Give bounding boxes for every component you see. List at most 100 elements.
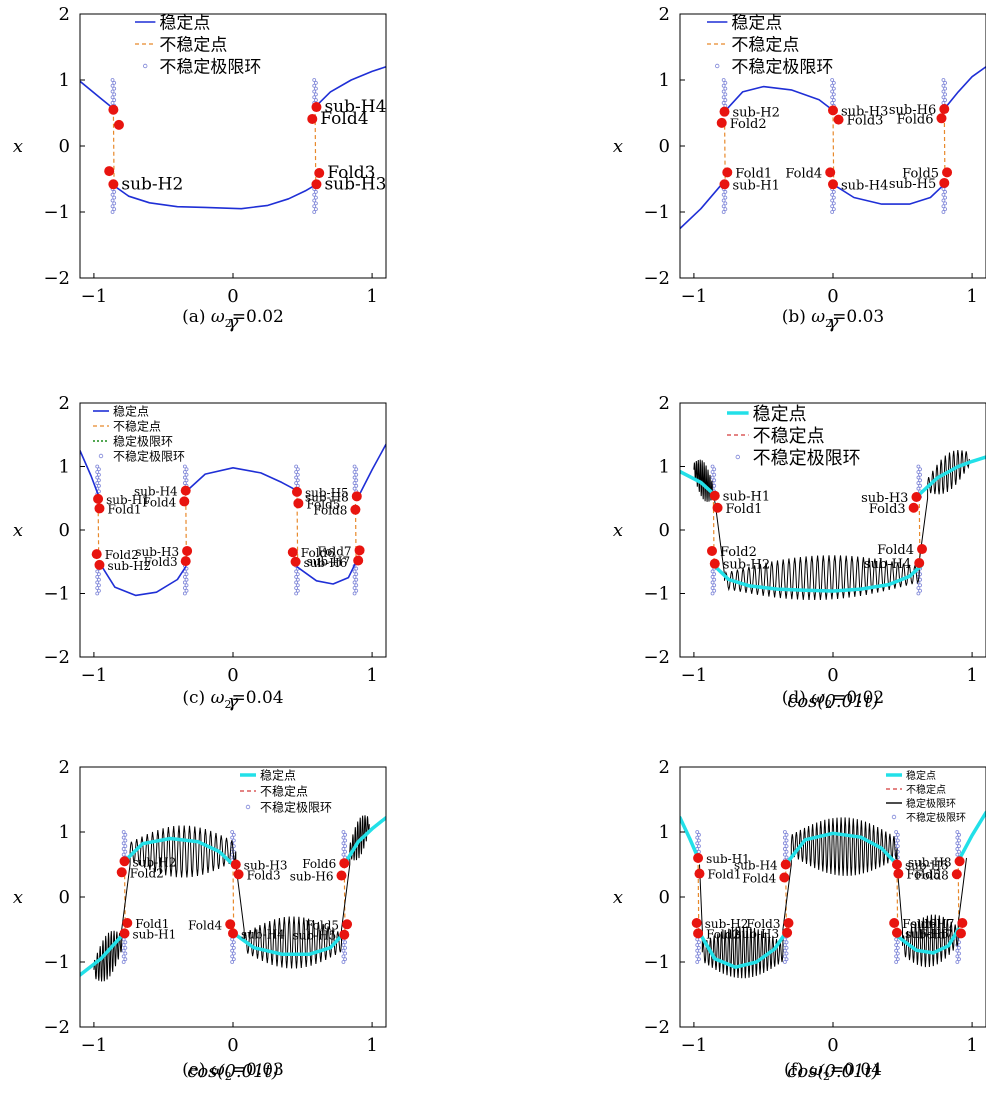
y-tick-label: 1 — [659, 822, 670, 843]
bifurcation-label: sub-H5 — [889, 177, 936, 192]
limit-cycle-dot — [712, 583, 717, 588]
bifurcation-label: sub-H5 — [293, 929, 337, 943]
bifurcation-point — [336, 870, 347, 881]
bifurcation-point — [116, 867, 127, 878]
limit-cycle-dot — [723, 207, 728, 212]
limit-cycle-dot — [918, 572, 922, 577]
legend-label: 稳定极限环 — [906, 797, 956, 810]
bifurcation-point — [914, 558, 925, 569]
limit-cycle-dot — [943, 86, 948, 91]
limit-cycle-dot — [343, 838, 348, 843]
limit-cycle-dot — [294, 569, 299, 574]
limit-cycle-dot — [831, 80, 836, 85]
limit-cycle-dot — [97, 472, 101, 477]
limit-cycle-dot — [723, 98, 728, 102]
x-tick-label: 0 — [827, 665, 838, 686]
limit-cycle-dot — [957, 832, 961, 837]
limit-cycle-dot — [121, 852, 126, 857]
bifurcation-point — [719, 179, 730, 190]
limit-cycle-dot — [830, 89, 835, 94]
stable-branch-line — [231, 931, 347, 956]
limit-cycle-dot — [830, 192, 835, 197]
bifurcation-point — [314, 168, 325, 179]
legend-label: 不稳定极限环 — [113, 449, 185, 464]
limit-cycle-dot — [95, 591, 100, 596]
limit-cycle-dot — [352, 580, 357, 585]
limit-cycle-dot — [312, 210, 317, 214]
y-tick-label: −2 — [43, 268, 70, 289]
limit-cycle-dot — [182, 470, 187, 474]
limit-cycle-dot — [784, 832, 789, 837]
bifurcation-label: Fold3 — [869, 502, 906, 517]
bifurcation-point — [779, 872, 790, 883]
bifurcation-label: sub-H6 — [304, 556, 348, 570]
bifurcation-point — [712, 502, 723, 513]
x-axis-label: γ — [228, 691, 239, 712]
limit-cycle-dot — [294, 591, 299, 596]
stable-branch-line — [697, 931, 788, 969]
limit-cycle-dot — [918, 483, 922, 488]
bifurcation-point — [891, 927, 902, 938]
bifurcation-label: sub-H2 — [705, 917, 749, 931]
limit-cycle-dot — [97, 483, 101, 488]
bifurcation-point — [119, 928, 130, 939]
limit-cycle-dot — [784, 844, 789, 849]
limit-cycle-dot — [830, 78, 835, 82]
bifurcation-label: sub-H4 — [241, 927, 285, 941]
bifurcation-point — [939, 104, 950, 115]
limit-cycle-dot — [943, 92, 948, 97]
limit-cycle-dot — [184, 478, 189, 483]
bifurcation-point — [955, 928, 966, 939]
limit-cycle-dot — [354, 467, 359, 472]
limit-cycle-dot — [895, 940, 900, 945]
bifurcation-label: sub-H3 — [735, 927, 779, 941]
limit-cycle-dot — [352, 464, 357, 469]
panel-caption: (c) ω2=0.04 — [182, 688, 283, 711]
x-tick-label: −1 — [81, 286, 108, 307]
limit-cycle-dot — [712, 577, 717, 582]
legend-label: 稳定点 — [159, 13, 210, 33]
limit-cycle-dot — [294, 475, 299, 480]
limit-cycle-dot — [782, 830, 787, 834]
limit-cycle-dot — [957, 945, 961, 950]
limit-cycle-dot — [352, 591, 357, 596]
limit-cycle-dot — [352, 481, 357, 485]
limit-cycle-dot — [831, 195, 836, 200]
y-tick-label: 2 — [659, 757, 670, 778]
stable-branch-line — [711, 563, 924, 593]
stable-branch-line — [956, 810, 986, 864]
bifurcation-point — [94, 503, 105, 514]
legend-label: 不稳定点 — [753, 426, 825, 447]
limit-cycle-dot — [97, 467, 101, 472]
bifurcation-label: sub-H6 — [290, 870, 334, 884]
x-tick-label: 0 — [227, 665, 238, 686]
legend-label: 不稳定点 — [113, 419, 161, 434]
limit-cycle-dot — [231, 838, 236, 843]
limit-cycle-dot — [695, 954, 700, 959]
bifurcation-point — [957, 918, 968, 928]
bifurcation-point — [291, 486, 302, 497]
y-tick-label: −1 — [643, 952, 670, 973]
legend-label: 不稳定极限环 — [260, 800, 332, 815]
limit-cycle-dot — [312, 204, 317, 209]
caption-omega: ω — [809, 1060, 823, 1080]
legend-label: 不稳定点 — [260, 784, 308, 799]
bifurcation-point — [93, 493, 104, 504]
limit-cycle-dot — [957, 951, 961, 956]
bifurcation-point — [939, 177, 950, 188]
caption-omega: ω — [211, 1060, 225, 1080]
plot-area — [80, 815, 386, 982]
limit-cycle-dot — [831, 207, 836, 212]
bifurcation-point — [891, 859, 902, 870]
limit-cycle-dot — [294, 575, 299, 579]
limit-cycle-dot — [710, 586, 715, 590]
legend-label: 稳定点 — [260, 768, 296, 783]
bifurcation-label: sub-H4 — [841, 178, 888, 193]
x-axis-label: γ — [828, 312, 839, 333]
bifurcation-label: Fold2 — [720, 545, 757, 560]
limit-cycle-dot — [97, 588, 101, 593]
bifurcation-point — [691, 918, 702, 928]
panel-caption: (a) ω2=0.02 — [182, 307, 284, 330]
